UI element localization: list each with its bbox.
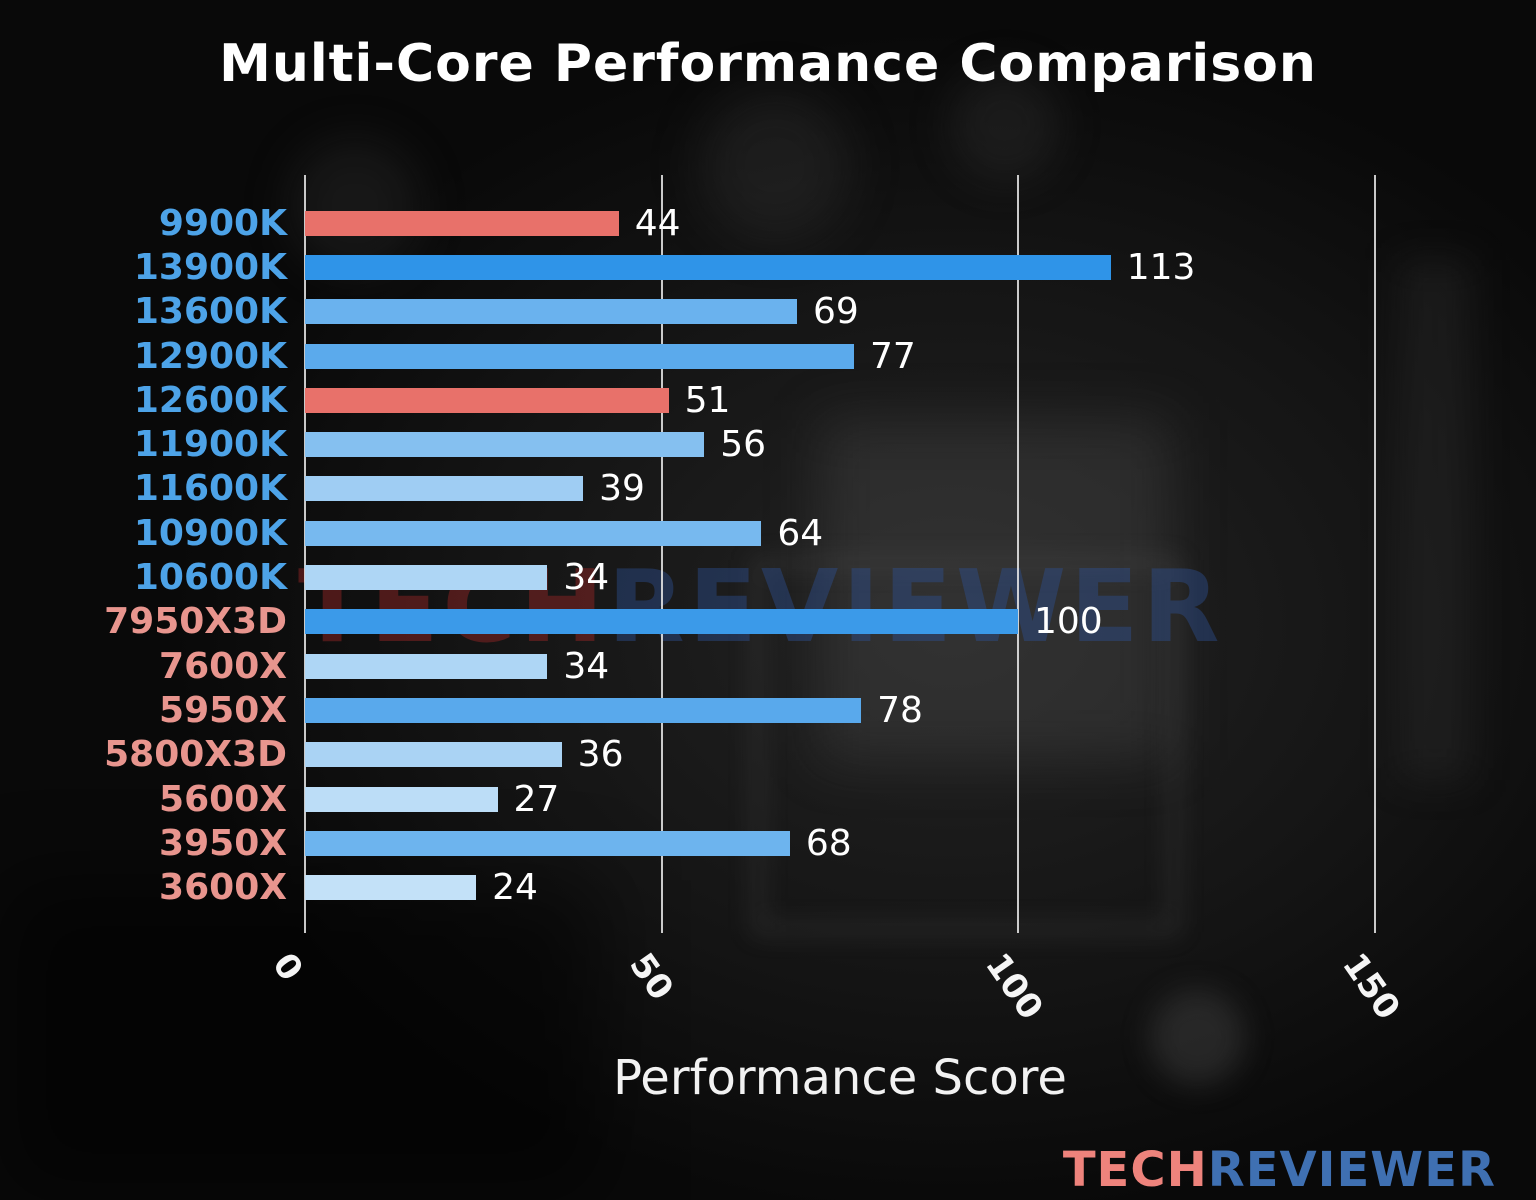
- bar: [305, 697, 862, 723]
- category-label: 10600K: [133, 557, 287, 599]
- category-label: 3600X: [159, 867, 287, 909]
- bar: [305, 830, 790, 856]
- value-label: 36: [577, 734, 624, 776]
- bar: [305, 742, 562, 768]
- chart-row: 13900K 113: [0, 245, 1536, 289]
- gridline: [304, 175, 306, 933]
- category-label: 7600X: [159, 645, 287, 687]
- chart-row: 9900K 44: [0, 201, 1536, 245]
- chart-row: 10600K 34: [0, 555, 1536, 599]
- bar: [305, 786, 498, 812]
- background-screw: [1150, 990, 1245, 1085]
- value-label: 113: [1126, 246, 1196, 288]
- background-slot: [1400, 260, 1470, 780]
- background-vignette: [0, 880, 600, 1200]
- logo-reviewer: REVIEWER: [1207, 1142, 1496, 1198]
- background-cpu-die: [820, 420, 1170, 760]
- background-cpu-socket: [755, 560, 1177, 932]
- x-tick-label: 50: [620, 946, 681, 1008]
- value-label: 100: [1034, 601, 1103, 643]
- gridline: [1373, 175, 1376, 933]
- chart-row: 7950X3D 100: [0, 600, 1536, 644]
- x-tick-label: 100: [977, 946, 1051, 1028]
- bar: [305, 210, 619, 236]
- x-axis-title: Performance Score: [613, 1050, 1067, 1106]
- value-label: 34: [563, 645, 610, 687]
- category-label: 11600K: [133, 468, 287, 510]
- chart-row: 5800X3D 36: [0, 733, 1536, 777]
- bar: [305, 343, 854, 369]
- value-label: 51: [684, 379, 731, 421]
- value-label: 68: [805, 822, 852, 864]
- chart-row: 7600X 34: [0, 644, 1536, 688]
- chart-row: 12900K 77: [0, 334, 1536, 378]
- value-label: 24: [492, 867, 538, 909]
- category-label: 5950X: [159, 689, 287, 731]
- category-label: 11900K: [133, 424, 287, 466]
- category-label: 7950X3D: [104, 601, 287, 643]
- value-label: 27: [513, 778, 560, 820]
- background-capacitor: [950, 70, 1060, 180]
- brand-logo: TECHREVIEWER: [1063, 1142, 1496, 1198]
- chart-title: Multi-Core Performance Comparison: [219, 34, 1317, 94]
- bar: [305, 520, 762, 546]
- chart-row: 3600X 24: [0, 865, 1536, 909]
- bar: [305, 387, 669, 413]
- x-tick-label: 0: [264, 946, 311, 989]
- bar: [305, 565, 548, 591]
- value-label: 78: [877, 689, 923, 731]
- bar: [305, 432, 705, 458]
- bar: [305, 476, 584, 502]
- chart-row: 10900K 64: [0, 511, 1536, 555]
- value-label: 64: [777, 512, 824, 554]
- chart-row: 5950X 78: [0, 688, 1536, 732]
- chart-row: 12600K 51: [0, 378, 1536, 422]
- category-label: 9900K: [158, 202, 287, 244]
- category-label: 13600K: [133, 291, 287, 333]
- bar: [305, 875, 477, 901]
- logo-tech: TECH: [1062, 1142, 1208, 1198]
- category-label: 13900K: [133, 246, 287, 288]
- category-label: 12600K: [133, 379, 287, 421]
- chart-row: 13600K 69: [0, 290, 1536, 334]
- x-tick-label: 150: [1333, 946, 1408, 1028]
- chart-row: 5600X 27: [0, 777, 1536, 821]
- category-label: 3950X: [159, 822, 287, 864]
- category-label: 12900K: [133, 335, 287, 377]
- value-label: 56: [720, 424, 767, 466]
- background-capacitor: [290, 140, 420, 270]
- chart-row: 11900K 56: [0, 422, 1536, 466]
- category-label: 5600X: [159, 778, 287, 820]
- category-label: 5800X3D: [104, 734, 287, 776]
- value-label: 39: [599, 468, 645, 510]
- gridline: [1017, 175, 1019, 933]
- background-capacitor: [700, 90, 850, 240]
- value-label: 69: [812, 291, 859, 333]
- category-label: 10900K: [133, 512, 287, 554]
- watermark-reviewer: REVIEWER: [607, 548, 1224, 665]
- chart-row: 3950X 68: [0, 821, 1536, 865]
- value-label: 77: [870, 335, 916, 377]
- bar: [305, 609, 1018, 635]
- bar: [305, 653, 548, 679]
- bar-rows: 9900K 44 13900K 113 13600K 69 12900K 77 12600K 51…: [0, 201, 1536, 910]
- bar: [305, 254, 1111, 280]
- chart-row: 11600K 39: [0, 467, 1536, 511]
- value-label: 44: [634, 202, 681, 244]
- gridline: [660, 175, 663, 933]
- bar: [305, 299, 797, 325]
- value-label: 34: [563, 557, 610, 599]
